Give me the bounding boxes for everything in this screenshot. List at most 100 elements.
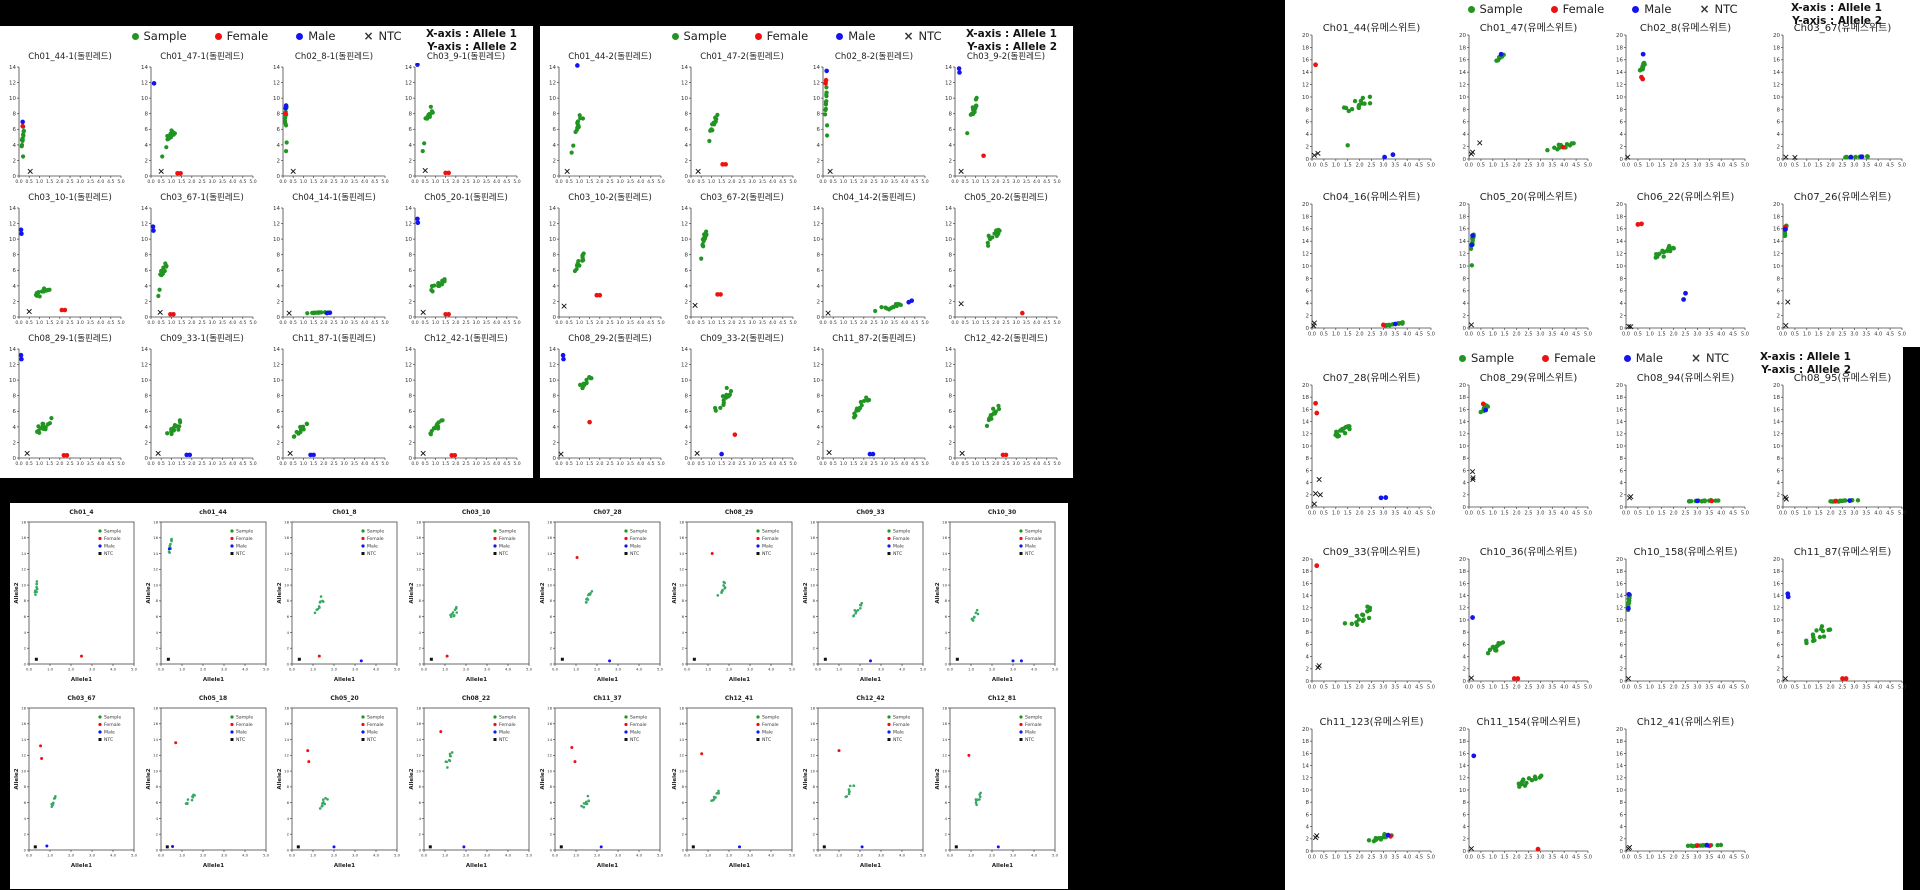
svg-text:6: 6: [681, 800, 684, 805]
svg-text:3.0: 3.0: [881, 320, 888, 326]
svg-text:0.5: 0.5: [1320, 332, 1328, 338]
svg-text:2.0: 2.0: [1513, 685, 1521, 691]
svg-text:0.0: 0.0: [683, 852, 690, 857]
svg-text:12: 12: [813, 362, 820, 368]
svg-text:8: 8: [418, 784, 421, 789]
svg-text:12: 12: [945, 362, 952, 368]
svg-text:12: 12: [1302, 776, 1309, 782]
svg-text:5.0: 5.0: [1427, 685, 1435, 691]
svg-text:20: 20: [1616, 557, 1623, 563]
svg-text:2.5: 2.5: [1839, 511, 1847, 517]
svg-text:2.5: 2.5: [1682, 332, 1690, 338]
axis-note-line2: Y-axis : Allele 2: [1761, 364, 1851, 377]
svg-text:16: 16: [679, 721, 684, 726]
svg-text:1.5: 1.5: [1815, 511, 1823, 517]
subplot: Ch03_9-1(돌핀레드) 0.0 0.5 1.0 1.5 2.0 2.5 3.0 3.5 4.…: [397, 50, 524, 189]
inner-legend-label-sample: Sample: [236, 529, 253, 535]
subplot-title: Ch03_10-1(돌핀레드): [28, 193, 112, 203]
subplot-title: Ch11_37: [593, 695, 622, 702]
svg-text:8: 8: [24, 598, 27, 603]
svg-text:6: 6: [1620, 642, 1624, 648]
subplot: Ch01_47(유메스위트) 0.0 0.5 1.0 1.5 2.0 2.5 3.0 3.5 4.…: [1448, 19, 1596, 173]
svg-text:3.5: 3.5: [759, 320, 766, 326]
svg-text:0: 0: [13, 174, 17, 180]
svg-text:0: 0: [685, 174, 689, 180]
svg-text:16: 16: [1302, 751, 1309, 757]
svg-text:3.5: 3.5: [891, 179, 898, 185]
svg-text:8: 8: [277, 112, 281, 118]
svg-text:0.5: 0.5: [422, 320, 429, 326]
svg-text:1.5: 1.5: [1658, 511, 1666, 517]
svg-text:0: 0: [553, 456, 557, 462]
svg-text:8: 8: [13, 112, 17, 118]
svg-text:3.5: 3.5: [1705, 511, 1713, 517]
svg-text:16: 16: [1616, 58, 1623, 64]
svg-text:5.0: 5.0: [1051, 666, 1058, 671]
svg-text:2.5: 2.5: [1002, 320, 1009, 326]
svg-text:5.0: 5.0: [920, 666, 927, 671]
svg-text:1.0: 1.0: [972, 461, 979, 467]
svg-text:14: 14: [405, 65, 412, 71]
svg-text:0.0: 0.0: [1622, 511, 1630, 517]
svg-text:18: 18: [810, 706, 815, 710]
x-axis-label: Allele1: [728, 863, 749, 869]
svg-text:4.0: 4.0: [1874, 685, 1882, 691]
svg-text:14: 14: [1302, 764, 1309, 770]
svg-text:18: 18: [942, 520, 947, 524]
svg-text:4.5: 4.5: [503, 461, 510, 467]
svg-text:2.0: 2.0: [452, 320, 459, 326]
svg-text:6: 6: [685, 268, 689, 274]
legend-label: Male: [1635, 351, 1663, 365]
subplot-title: Ch08_94(유메스위트): [1636, 373, 1735, 384]
svg-text:4.0: 4.0: [1403, 685, 1411, 691]
svg-text:1.5: 1.5: [1658, 163, 1666, 169]
svg-text:6: 6: [949, 127, 953, 133]
svg-text:1.5: 1.5: [718, 179, 725, 185]
svg-text:1.0: 1.0: [708, 179, 715, 185]
svg-text:8: 8: [1306, 800, 1310, 806]
svg-text:4.0: 4.0: [361, 320, 368, 326]
svg-text:4.0: 4.0: [1717, 163, 1725, 169]
svg-text:16: 16: [942, 721, 947, 726]
scatter-plot: 0.0 0.5 1.0 1.5 2.0 2.5 3.0 3.5 4.0 4.5 5.0 0 2 4 6 8 10…: [141, 206, 257, 326]
x-axis-label: Allele1: [334, 863, 355, 869]
svg-text:3.5: 3.5: [1862, 685, 1870, 691]
svg-text:1.5: 1.5: [178, 461, 185, 467]
svg-text:4.5: 4.5: [1886, 332, 1894, 338]
subplot-title: Ch11_154(유메스위트): [1476, 717, 1581, 728]
svg-text:3.5: 3.5: [891, 320, 898, 326]
svg-text:20: 20: [1302, 202, 1309, 208]
svg-text:18: 18: [416, 706, 421, 710]
svg-text:3.0: 3.0: [617, 179, 624, 185]
svg-text:0.0: 0.0: [411, 320, 418, 326]
subplot-title: Ch03_9-1(돌핀레드): [426, 52, 506, 62]
svg-text:5.0: 5.0: [1584, 685, 1592, 691]
svg-text:8: 8: [949, 112, 953, 118]
svg-text:1.5: 1.5: [310, 320, 317, 326]
svg-text:12: 12: [549, 362, 556, 368]
svg-text:0.5: 0.5: [1320, 855, 1328, 861]
svg-text:0: 0: [813, 847, 816, 852]
scatter-plot: 0.0 1.0 2.0 3.0 4.0 5.0 0 2 4 6 8 10 12 14 16 18 Allele1…: [146, 520, 270, 683]
svg-text:0.0: 0.0: [420, 666, 427, 671]
svg-text:5.0: 5.0: [1427, 511, 1435, 517]
svg-text:1.5: 1.5: [310, 179, 317, 185]
svg-text:2: 2: [553, 158, 557, 164]
svg-text:10: 10: [1302, 444, 1309, 450]
svg-text:18: 18: [1302, 214, 1309, 220]
svg-text:0.0: 0.0: [15, 320, 22, 326]
svg-text:0: 0: [409, 315, 413, 321]
svg-text:2.0: 2.0: [1827, 163, 1835, 169]
svg-text:10: 10: [549, 96, 556, 102]
inner-legend-label-sample: Sample: [499, 715, 516, 721]
svg-text:4.0: 4.0: [901, 179, 908, 185]
svg-text:4.0: 4.0: [1403, 855, 1411, 861]
svg-text:1.0: 1.0: [967, 666, 974, 671]
svg-text:1.0: 1.0: [1332, 332, 1340, 338]
y-axis-label: Allele2: [672, 768, 678, 789]
svg-text:8: 8: [287, 784, 290, 789]
svg-text:20: 20: [1302, 33, 1309, 39]
scatter-plot: 0.0 1.0 2.0 3.0 4.0 5.0 0 2 4 6 8 10 12 14 16 18 Allele1…: [803, 706, 927, 869]
subplot-title: Ch11_87-1(돌핀레드): [292, 334, 376, 344]
svg-text:3.5: 3.5: [1862, 163, 1870, 169]
